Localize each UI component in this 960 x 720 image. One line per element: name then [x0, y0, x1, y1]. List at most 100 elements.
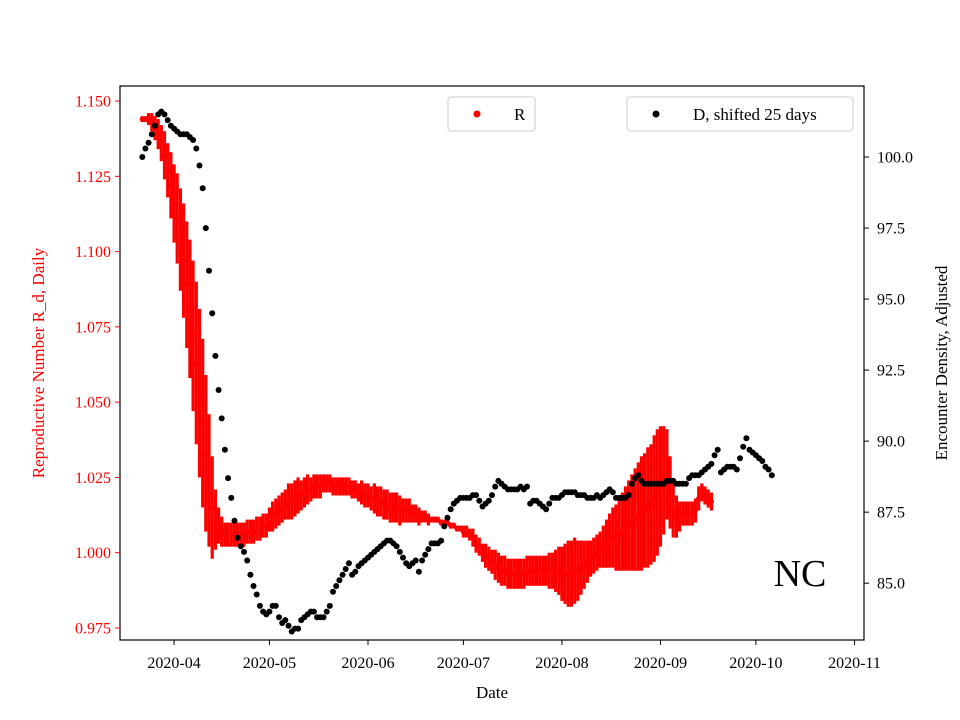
d-point [253, 591, 260, 598]
d-point [543, 506, 550, 513]
d-point [415, 568, 422, 575]
d-point [485, 497, 492, 504]
d-point [425, 546, 432, 553]
d-point [196, 162, 203, 169]
d-point [682, 480, 689, 487]
d-point [419, 557, 426, 564]
r-point [651, 495, 657, 502]
right-tick-label: 95.0 [877, 292, 905, 309]
d-point [444, 514, 451, 521]
x-tick-label: 2020-04 [147, 655, 200, 672]
d-point [708, 460, 715, 467]
d-point [209, 310, 216, 317]
r-point [174, 215, 180, 222]
x-tick-label: 2020-10 [729, 655, 782, 672]
r-point [413, 510, 419, 517]
right-y-axis: 85.0 87.5 90.0 92.5 95.0 97.5 100.0 [864, 150, 913, 593]
d-point [333, 583, 340, 589]
d-point [400, 554, 406, 561]
x-tick-label: 2020-09 [634, 655, 687, 672]
right-tick-label: 92.5 [877, 363, 905, 380]
d-point [711, 452, 718, 459]
x-tick-label: 2020-05 [243, 655, 296, 672]
d-point [272, 602, 279, 609]
d-point [234, 534, 241, 541]
r-point [470, 535, 476, 541]
d-point [765, 466, 772, 473]
d-point [164, 117, 171, 124]
d-point [323, 608, 330, 615]
r-point [692, 507, 699, 514]
d-point [339, 571, 346, 578]
state-annotation: NC [774, 553, 827, 595]
legend-d-label: D, shifted 25 days [693, 105, 817, 124]
x-tick-label: 2020-11 [828, 655, 881, 672]
d-point [743, 435, 750, 442]
legend-d-marker [652, 110, 660, 118]
r-point [177, 237, 183, 243]
d-point [625, 492, 632, 499]
r-point [263, 523, 269, 529]
d-point [161, 111, 168, 118]
r-point [203, 450, 209, 456]
d-point [244, 557, 251, 564]
d-point [145, 139, 152, 146]
d-point [218, 415, 225, 422]
d-point [250, 583, 257, 589]
d-point [393, 543, 400, 550]
r-point [149, 119, 155, 125]
d-point [212, 352, 219, 359]
d-point [142, 145, 149, 152]
r-point [155, 131, 161, 137]
legend-r: R [447, 96, 536, 132]
left-y-axis-label: Reproductive Number R_d, Daily [29, 247, 48, 478]
d-point [202, 225, 209, 232]
d-point [221, 446, 228, 453]
r-point [161, 152, 168, 158]
d-point [285, 622, 292, 629]
r-series [139, 113, 715, 607]
r-point [575, 568, 581, 574]
left-tick-label: 1.075 [75, 319, 111, 336]
r-point [196, 390, 203, 396]
d-point [524, 483, 530, 490]
right-tick-label: 97.5 [877, 221, 905, 238]
d-point [330, 588, 336, 595]
d-point [152, 122, 158, 129]
left-tick-label: 1.150 [75, 94, 111, 111]
d-point [231, 517, 238, 524]
legend-r-label: R [514, 105, 526, 124]
x-tick-label: 2020-08 [535, 655, 588, 672]
d-point [139, 154, 146, 160]
r-point [184, 282, 190, 288]
legend-r-marker [473, 110, 481, 118]
d-point [396, 548, 403, 555]
d-point [148, 131, 155, 138]
d-point [441, 523, 448, 530]
d-point [320, 614, 327, 621]
d-point [276, 614, 282, 621]
legend-d-frame [626, 96, 854, 132]
r-point [158, 140, 164, 146]
left-tick-label: 1.050 [75, 395, 111, 412]
d-point [489, 492, 495, 499]
d-point [345, 560, 352, 567]
left-tick-label: 1.125 [75, 169, 111, 186]
d-point [199, 185, 206, 192]
left-y-axis: 0.975 1.000 1.025 1.050 1.075 1.100 1.125 1.150 [75, 94, 120, 637]
r-point [212, 517, 218, 523]
right-y-axis-label: Encounter Density, Adjusted [932, 265, 951, 460]
x-tick-label: 2020-06 [341, 655, 394, 672]
d-point [438, 537, 445, 544]
d-point [228, 494, 235, 501]
r-point [270, 514, 276, 520]
d-point [247, 571, 254, 578]
r-point [216, 523, 222, 529]
d-point [241, 548, 247, 555]
r-point [667, 489, 673, 496]
d-point [714, 446, 721, 453]
r-point [648, 501, 654, 508]
d-point [768, 472, 775, 479]
r-point [708, 498, 715, 505]
d-point [628, 480, 635, 487]
